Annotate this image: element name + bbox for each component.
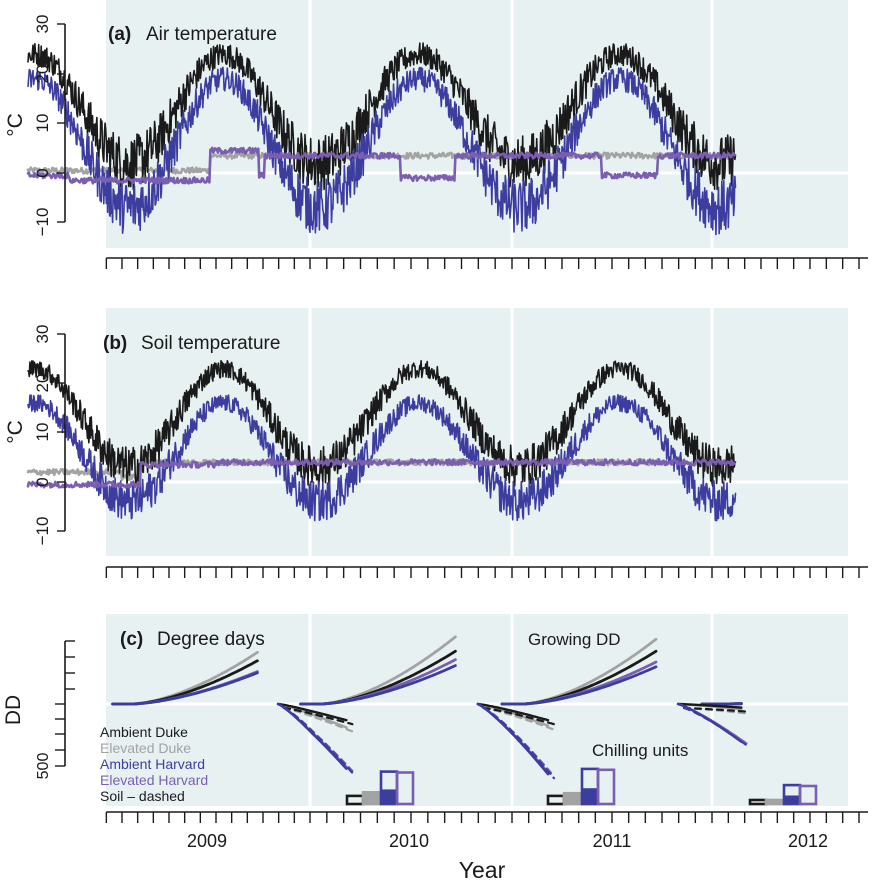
y-tick-label: 10 (33, 114, 52, 133)
chill-bar-soil-fill (381, 789, 397, 804)
legend-item-elevated-harvard: Elevated Harvard (100, 772, 208, 788)
growing-dd-ambient-harvard (299, 664, 457, 706)
panel-c-title: Degree days (157, 629, 265, 650)
panel-c-series (111, 635, 749, 780)
panel-b-series (26, 359, 737, 522)
chilling-soil-ambient-harvard (682, 706, 749, 747)
panel-a-y-axis: 30 20 10 0 −10 °C (4, 15, 66, 237)
legend: Ambient Duke Elevated Duke Ambient Harva… (100, 724, 208, 804)
chilling-ambient-harvard (476, 702, 550, 776)
chill-bar-elevated-harvard (596, 768, 616, 806)
chilling-soil-ambient-duke (282, 706, 354, 726)
chill-bar-soil-fill (582, 788, 598, 804)
y-tick-label-500: 500 (35, 753, 52, 780)
chill-bar-elevated-duke (361, 790, 383, 806)
series-ambient-duke (27, 42, 737, 192)
legend-item-elevated-duke: Elevated Duke (100, 740, 191, 756)
chill-bar-soil-fill (784, 795, 800, 804)
chilling-units-label: Chilling units (592, 741, 688, 760)
panel-b-tag: (b) (103, 333, 127, 354)
y-tick-label: 0 (33, 168, 52, 177)
panel-a-tag: (a) (108, 24, 131, 45)
panel-b-title: Soil temperature (141, 333, 280, 354)
panel-b: (b) Soil temperature 30 20 10 0 −10 °C (4, 308, 868, 578)
y-tick-label: 0 (33, 477, 52, 486)
series-ambient-harvard (27, 66, 737, 236)
series-elevated-harvard (26, 146, 736, 185)
y-tick-label: −10 (33, 517, 52, 546)
growing-dd-label: Growing DD (528, 630, 621, 649)
panel-b-y-label: °C (4, 420, 27, 444)
panel-a: (a) Air temperature 30 20 10 0 −10 °C (4, 0, 868, 269)
x-year-label-2009: 2009 (187, 831, 227, 851)
growing-dd-ambient-harvard (500, 665, 658, 706)
chill-bar-elevated-duke (562, 791, 584, 806)
chilling-soil-ambient-harvard (282, 706, 354, 774)
y-tick-label: 30 (33, 15, 52, 34)
growing-dd-ambient-harvard (111, 671, 259, 706)
chilling-ambient-duke (276, 702, 348, 722)
x-axis-title: Year (459, 857, 506, 882)
x-year-label-2010: 2010 (389, 831, 429, 851)
series-ambient-duke (27, 359, 737, 488)
panel-a-series (26, 42, 737, 236)
chill-bar-elevated-harvard (798, 784, 818, 806)
chilling-ambient-duke (676, 702, 743, 709)
chilling-soil-ambient-harvard (482, 706, 556, 780)
y-tick-label: 20 (33, 65, 52, 84)
panel-c: (c) Degree days Growing DD Chilling unit… (2, 614, 868, 882)
chill-bar-elevated-duke (764, 798, 786, 806)
y-tick-label: 30 (33, 325, 52, 344)
series-elevated-harvard (26, 457, 736, 489)
panel-b-x-axis (105, 566, 868, 578)
chilling-ambient-duke (476, 702, 550, 722)
panel-b-y-axis: 30 20 10 0 −10 °C (4, 325, 66, 546)
series-ambient-harvard (27, 393, 737, 522)
x-year-label-2012: 2012 (788, 831, 828, 851)
chilling-soil-ambient-duke (682, 706, 749, 713)
panel-a-y-label: °C (4, 113, 27, 137)
legend-item-ambient-harvard: Ambient Harvard (100, 756, 205, 772)
chilling-unit-bars (345, 767, 818, 806)
y-tick-label: −10 (33, 208, 52, 237)
panel-c-tag: (c) (120, 629, 143, 650)
panel-c-y-axis: 500 DD (2, 640, 75, 780)
chilling-soil-ambient-duke (482, 706, 556, 726)
x-year-label-2011: 2011 (593, 831, 632, 851)
panel-a-x-axis (105, 257, 868, 269)
y-tick-label: 10 (33, 423, 52, 442)
legend-item-ambient-duke: Ambient Duke (100, 724, 188, 740)
panel-c-background (106, 614, 848, 806)
legend-item-soil-dashed: Soil – dashed (100, 788, 185, 804)
panel-b-background (106, 308, 848, 556)
chill-bar-elevated-harvard (395, 771, 415, 806)
panel-a-title: Air temperature (146, 24, 277, 45)
panel-c-y-label: DD (2, 695, 25, 725)
panel-c-x-axis (105, 811, 868, 823)
y-tick-label: 20 (33, 374, 52, 393)
